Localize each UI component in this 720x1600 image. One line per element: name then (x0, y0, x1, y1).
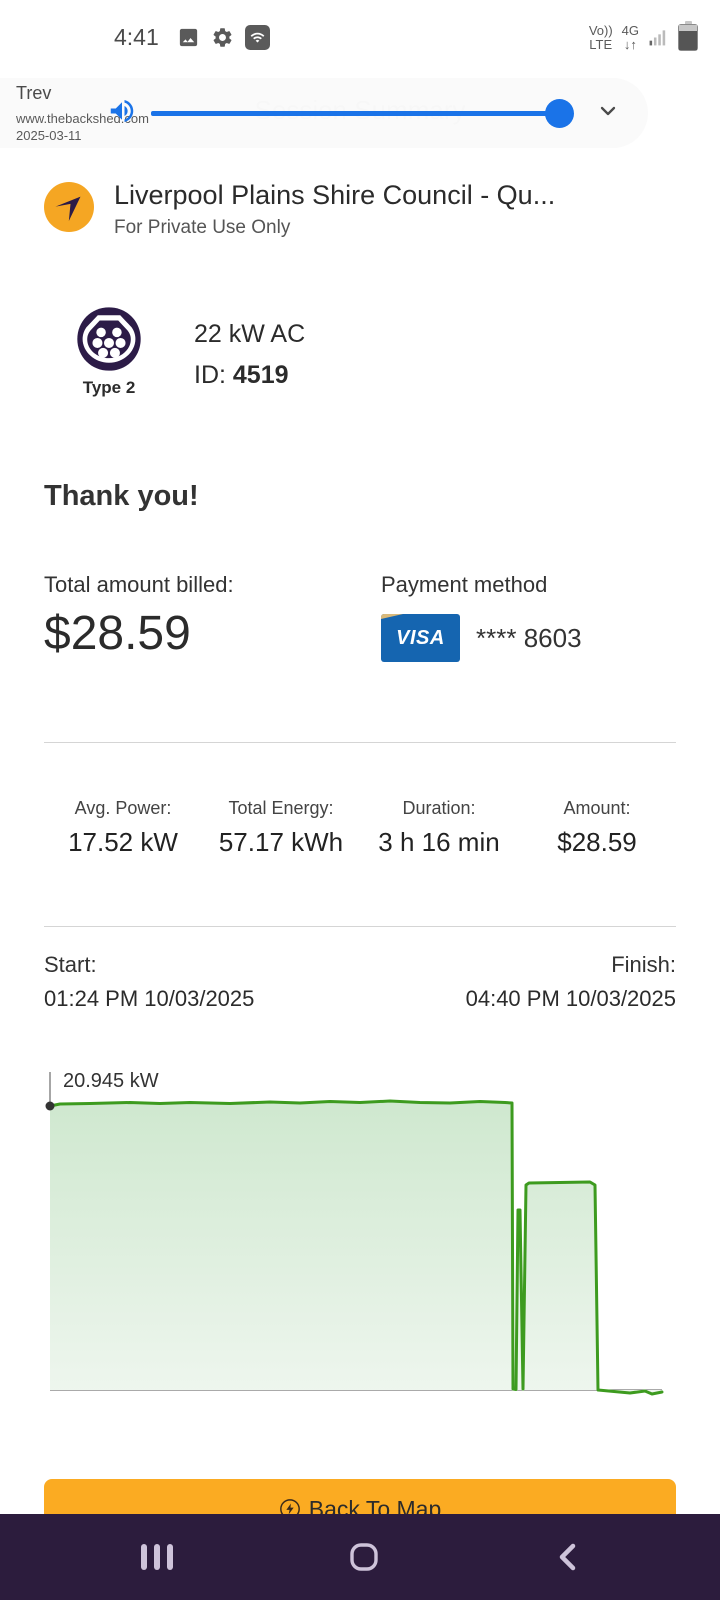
svg-text:20.945 kW: 20.945 kW (63, 1070, 159, 1092)
